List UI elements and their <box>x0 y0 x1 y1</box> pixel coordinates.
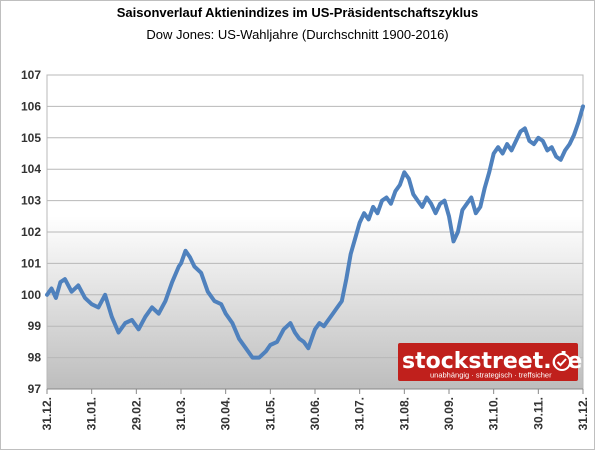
series-line <box>45 104 585 360</box>
logo-tagline: unabhängig · strategisch · treffsicher <box>430 371 552 380</box>
y-tick-label: 107 <box>21 68 41 82</box>
x-tick-label: 31.05. <box>263 397 277 430</box>
x-axis-labels: 31.12. 31.01. 29.02. 31.03. 30.04. 31.05. 30.0… <box>40 397 590 430</box>
x-tick-label: 31.08. <box>397 397 411 430</box>
checkmark-icon <box>556 358 567 367</box>
x-tick-label: 31.10. <box>487 397 501 430</box>
x-tick-label: 31.01. <box>85 397 99 430</box>
y-tick-label: 97 <box>28 382 42 396</box>
y-tick-label: 98 <box>28 351 42 365</box>
x-tick-label: 31.03. <box>174 397 188 430</box>
y-tick-label: 105 <box>21 131 41 145</box>
y-tick-label: 103 <box>21 194 41 208</box>
y-tick-label: 104 <box>21 162 41 176</box>
x-tick-label: 29.02. <box>129 397 143 430</box>
chart-title: Saisonverlauf Aktienindizes im US-Präsid… <box>116 5 479 20</box>
x-tick-label: 31.12. <box>40 397 54 430</box>
x-axis-ticks <box>46 389 584 394</box>
x-tick-label: 31.12. <box>576 397 590 430</box>
logo-background <box>398 343 578 381</box>
x-tick-label: 30.09. <box>442 397 456 430</box>
y-tick-label: 101 <box>21 256 41 270</box>
x-tick-label: 30.06. <box>308 397 322 430</box>
y-tick-label: 102 <box>21 225 41 239</box>
chart-subtitle: Dow Jones: US-Wahljahre (Durchschnitt 19… <box>146 27 449 42</box>
y-tick-label: 100 <box>21 288 41 302</box>
y-axis-labels: 97 98 99 100 101 102 103 104 105 106 107 <box>21 68 41 396</box>
x-tick-label: 31.07. <box>353 397 367 430</box>
series-group <box>45 104 585 360</box>
logo-wordmark: stockstreet.de <box>402 349 582 374</box>
y-tick-label: 106 <box>21 99 41 113</box>
x-tick-label: 30.04. <box>219 397 233 430</box>
y-tick-label: 99 <box>28 319 42 333</box>
stockstreet-logo: stockstreet.de unabhängig · strategisch … <box>398 343 582 381</box>
x-tick-label: 30.11. <box>531 397 545 430</box>
